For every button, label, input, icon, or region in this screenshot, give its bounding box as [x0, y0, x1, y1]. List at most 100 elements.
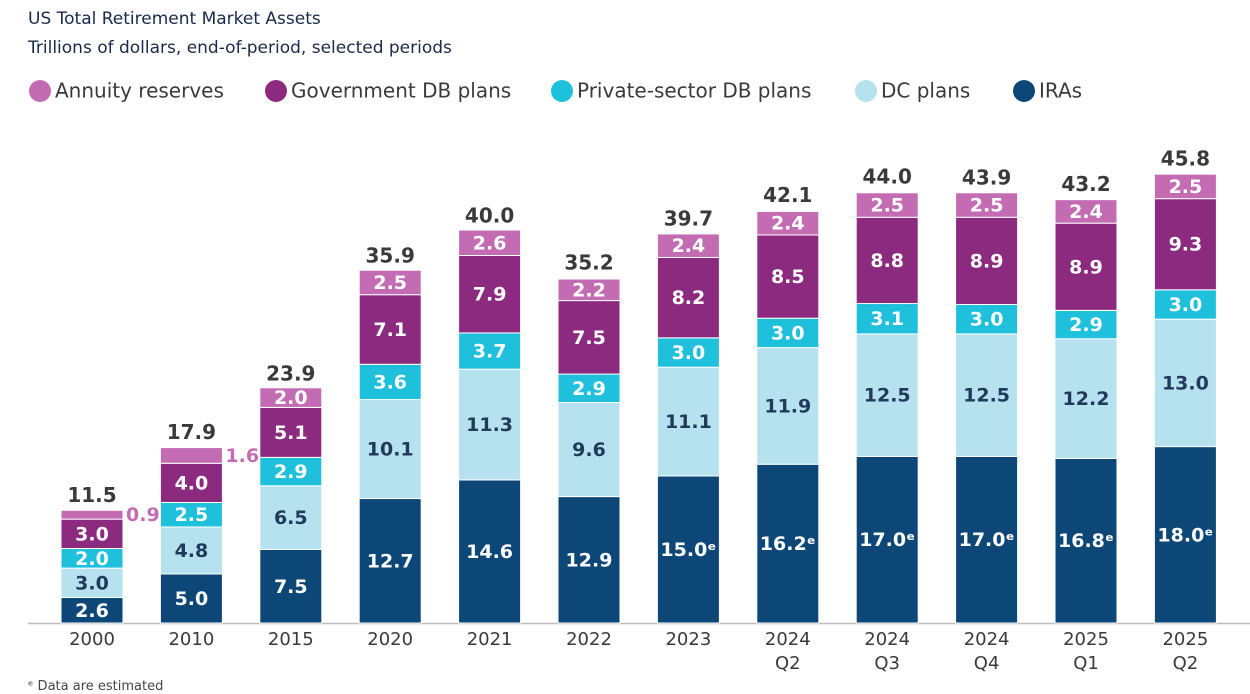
total-label: 11.5 — [67, 483, 116, 507]
value-label: 5.1 — [274, 422, 308, 444]
bar-segment — [60, 518, 124, 550]
bar-segment — [955, 192, 1019, 218]
value-label: 13.0 — [1162, 372, 1209, 394]
bar-segment — [159, 447, 223, 464]
value-label: 3.0 — [970, 309, 1004, 331]
total-label: 35.9 — [366, 244, 415, 268]
value-label: 2.0 — [274, 387, 308, 409]
bar-segment — [656, 337, 720, 368]
value-label: 7.5 — [274, 576, 308, 598]
bar-segment — [60, 597, 124, 624]
total-label: 43.2 — [1061, 172, 1110, 196]
total-label: 44.0 — [863, 164, 912, 188]
bar-segment — [855, 192, 919, 218]
bar-segment — [756, 347, 820, 465]
bar-segment — [557, 373, 621, 403]
value-label: 4.8 — [175, 540, 209, 562]
value-label: 2.5 — [175, 504, 209, 526]
value-label: 8.9 — [970, 250, 1004, 272]
value-label: 12.5 — [864, 385, 911, 407]
bar-segment — [458, 332, 522, 370]
value-label: 9.3 — [1169, 234, 1203, 256]
value-label: 7.1 — [373, 319, 407, 341]
bar-segment — [358, 498, 422, 624]
value-label: 2.9 — [572, 378, 606, 400]
value-label: 3.0 — [75, 572, 109, 594]
value-label: 4.0 — [175, 472, 209, 494]
bar-segment — [358, 269, 422, 296]
bar-segment — [1054, 309, 1118, 340]
legend-swatch — [265, 80, 287, 102]
x-tick-label: 2022 — [566, 629, 612, 650]
legend-label: Private-sector DB plans — [577, 79, 811, 103]
legend-label: Annuity reserves — [55, 79, 224, 103]
x-tick-label: 2010 — [168, 629, 215, 650]
bar-segment — [955, 455, 1019, 624]
x-tick-label: 2025 Q2 — [1162, 629, 1209, 674]
value-label: 2.2 — [572, 279, 606, 301]
value-label: 8.2 — [672, 287, 706, 309]
value-label: 2.6 — [75, 600, 109, 622]
chart-title: US Total Retirement Market Assets — [28, 9, 321, 29]
x-tick-label: 2000 — [69, 629, 115, 650]
bar-segment — [756, 463, 820, 624]
bar-segment — [1153, 289, 1217, 320]
value-label: 10.1 — [367, 439, 414, 461]
value-label: 2.5 — [1169, 176, 1203, 198]
bar-segment — [955, 216, 1019, 305]
bar-segment — [458, 255, 522, 334]
bar-segment — [1054, 338, 1118, 459]
legend-label: DC plans — [881, 79, 970, 103]
bar-segment — [1153, 198, 1217, 291]
value-label: 7.9 — [473, 284, 507, 306]
value-label: 2.4 — [672, 235, 706, 257]
legend-label: IRAs — [1039, 79, 1082, 103]
value-label: 5.0 — [175, 588, 209, 610]
bar-segment — [358, 363, 422, 401]
bar-segment — [1153, 173, 1217, 200]
value-label: 3.0 — [672, 342, 706, 364]
value-label: 3.6 — [373, 371, 407, 393]
bar-segment — [855, 333, 919, 457]
x-tick-label: 2015 — [267, 629, 314, 650]
x-tick-label: 2024 Q2 — [764, 629, 811, 674]
value-label: 2.6 — [473, 232, 507, 254]
value-label: 3.1 — [870, 308, 904, 330]
bar-segment — [955, 304, 1019, 335]
value-label: 15.0ᵉ — [660, 539, 716, 561]
total-label: 45.8 — [1161, 147, 1210, 171]
bar-segment — [1054, 457, 1118, 624]
bar-segment — [259, 456, 323, 487]
value-label: 2.4 — [1069, 201, 1103, 223]
value-label: 6.5 — [274, 507, 308, 529]
bar-segment — [1054, 222, 1118, 311]
bar-segment — [656, 233, 720, 258]
total-label: 43.9 — [962, 165, 1011, 189]
bar-segment — [159, 526, 223, 575]
bar-segment — [458, 368, 522, 481]
value-label: 2.9 — [274, 461, 308, 483]
value-label: 2.5 — [870, 195, 904, 217]
bar-segment — [159, 573, 223, 624]
bar-segment — [358, 399, 422, 500]
bar-segment — [557, 278, 621, 302]
bar-segment — [358, 294, 422, 365]
bar-segment — [259, 387, 323, 408]
value-label: 12.9 — [566, 549, 613, 571]
value-label: 2.0 — [75, 548, 109, 570]
chart-subtitle: Trillions of dollars, end-of-period, sel… — [28, 38, 452, 58]
bar-segment — [159, 501, 223, 528]
value-label: 3.0 — [1169, 294, 1203, 316]
legend-swatch — [1013, 80, 1035, 102]
bar-segment — [656, 366, 720, 477]
value-label: 11.3 — [466, 414, 513, 436]
value-label: 3.0 — [75, 523, 109, 545]
total-label: 40.0 — [465, 204, 514, 228]
bar-segment — [855, 216, 919, 305]
value-label: 8.8 — [870, 250, 904, 272]
bar-segment — [756, 210, 820, 236]
value-label: 12.2 — [1063, 388, 1110, 410]
value-label: 2.9 — [1069, 314, 1103, 336]
